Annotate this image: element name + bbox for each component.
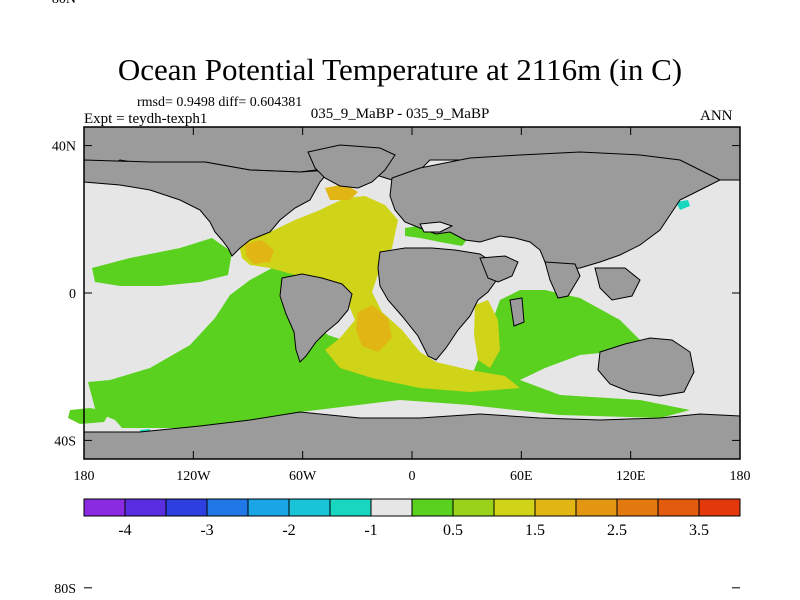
teal-anomaly-field	[676, 200, 690, 210]
colorbar-swatch	[657, 498, 700, 517]
green-anomaly-field	[92, 238, 232, 286]
orange-anomaly-field	[325, 184, 358, 200]
lon-tick-label: 0	[409, 469, 416, 484]
colorbar-swatch	[493, 498, 536, 517]
yellow-anomaly-field	[238, 196, 520, 392]
colorbar-swatch	[698, 498, 741, 517]
lat-tick-label: 40N	[52, 140, 76, 155]
colorbar-swatch	[534, 498, 577, 517]
colorbar-label: 2.5	[607, 522, 627, 539]
colorbar-swatch	[288, 498, 331, 517]
colorbar-swatch	[247, 498, 290, 517]
colorbar-swatch	[206, 498, 249, 517]
lon-axis: 180 120W 60W 0 60E 120E 180	[74, 127, 751, 484]
colorbar-label: 3.5	[689, 522, 709, 539]
australia	[597, 337, 695, 397]
green-anomaly-field	[68, 408, 110, 424]
lat-tick-label: 80S	[54, 582, 76, 597]
africa	[377, 247, 499, 361]
eurasia	[389, 151, 722, 271]
colorbar: -4 -3 -2 -1 0.5 1.5 2.5 3.5	[83, 498, 741, 539]
colorbar-label: -2	[282, 522, 295, 539]
colorbar-swatch	[165, 498, 208, 517]
colorbar-swatch	[452, 498, 495, 517]
north-america	[83, 159, 332, 257]
india	[544, 261, 581, 299]
lat-tick-label: 80N	[52, 0, 76, 7]
lon-tick-label: 180	[730, 469, 751, 484]
colorbar-label: -4	[118, 522, 131, 539]
orange-anomaly-field	[356, 305, 392, 352]
colorbar-label: 0.5	[443, 522, 463, 539]
mediterranean-sea	[419, 221, 454, 233]
arabia	[479, 255, 519, 283]
colorbar-label: -1	[364, 522, 377, 539]
lon-tick-label: 180	[74, 469, 95, 484]
colorbar-swatch	[370, 498, 413, 517]
lon-tick-label: 60E	[510, 469, 533, 484]
colorbar-swatch	[616, 498, 659, 517]
colorbar-swatch	[411, 498, 454, 517]
colorbar-swatch	[124, 498, 167, 517]
land-masses	[83, 126, 741, 460]
colorbar-swatch	[329, 498, 372, 517]
map-panel	[68, 126, 741, 460]
south-america	[279, 273, 353, 363]
colorbar-label: -3	[200, 522, 213, 539]
lon-tick-label: 120W	[176, 469, 211, 484]
colorbar-swatch	[575, 498, 618, 517]
stats-text: rmsd= 0.9498 diff= 0.604381	[137, 95, 303, 110]
green-anomaly-field	[88, 260, 690, 428]
lat-axis: 80N 40N 0 40S 80S	[52, 0, 740, 597]
lat-tick-label: 40S	[54, 434, 76, 449]
orange-anomaly-field	[245, 240, 274, 264]
yellow-anomaly-field	[474, 300, 500, 368]
lon-tick-label: 60W	[289, 469, 317, 484]
madagascar	[509, 297, 525, 327]
lon-tick-label: 120E	[616, 469, 646, 484]
experiment-label: Expt = teydh-texph1	[84, 111, 208, 127]
season-label: ANN	[700, 108, 733, 124]
southeast-asia	[594, 267, 641, 301]
greenland	[307, 144, 396, 189]
colorbar-swatch	[83, 498, 126, 517]
colorbar-label: 1.5	[525, 522, 545, 539]
lat-tick-label: 0	[69, 287, 76, 302]
map-subtitle: 035_9_MaBP - 035_9_MaBP	[310, 106, 490, 122]
map-title: Ocean Potential Temperature at 2116m (in…	[117, 52, 683, 87]
